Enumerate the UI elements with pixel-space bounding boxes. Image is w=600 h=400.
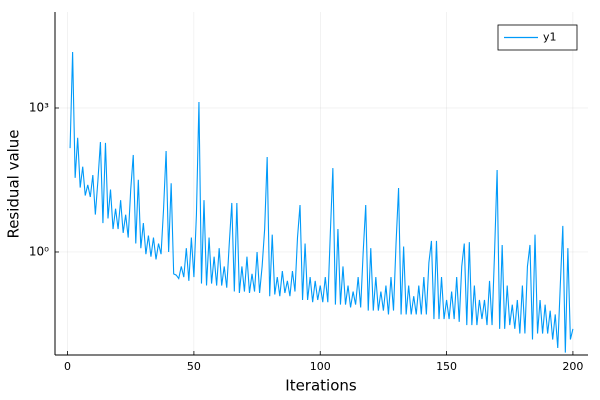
y-tick-label: 10⁰ xyxy=(29,244,49,258)
line-series xyxy=(69,51,574,353)
x-tick-label: 150 xyxy=(436,360,457,373)
x-tick-label: 0 xyxy=(64,360,71,373)
x-tick-label: 100 xyxy=(310,360,331,373)
y-tick-label: 10³ xyxy=(29,100,49,114)
x-tick-label: 50 xyxy=(187,360,201,373)
x-axis-label: Iterations xyxy=(285,377,357,395)
y-axis-label: Residual value xyxy=(5,129,23,238)
legend-label: y1 xyxy=(543,31,557,44)
x-tick-label: 200 xyxy=(562,360,583,373)
